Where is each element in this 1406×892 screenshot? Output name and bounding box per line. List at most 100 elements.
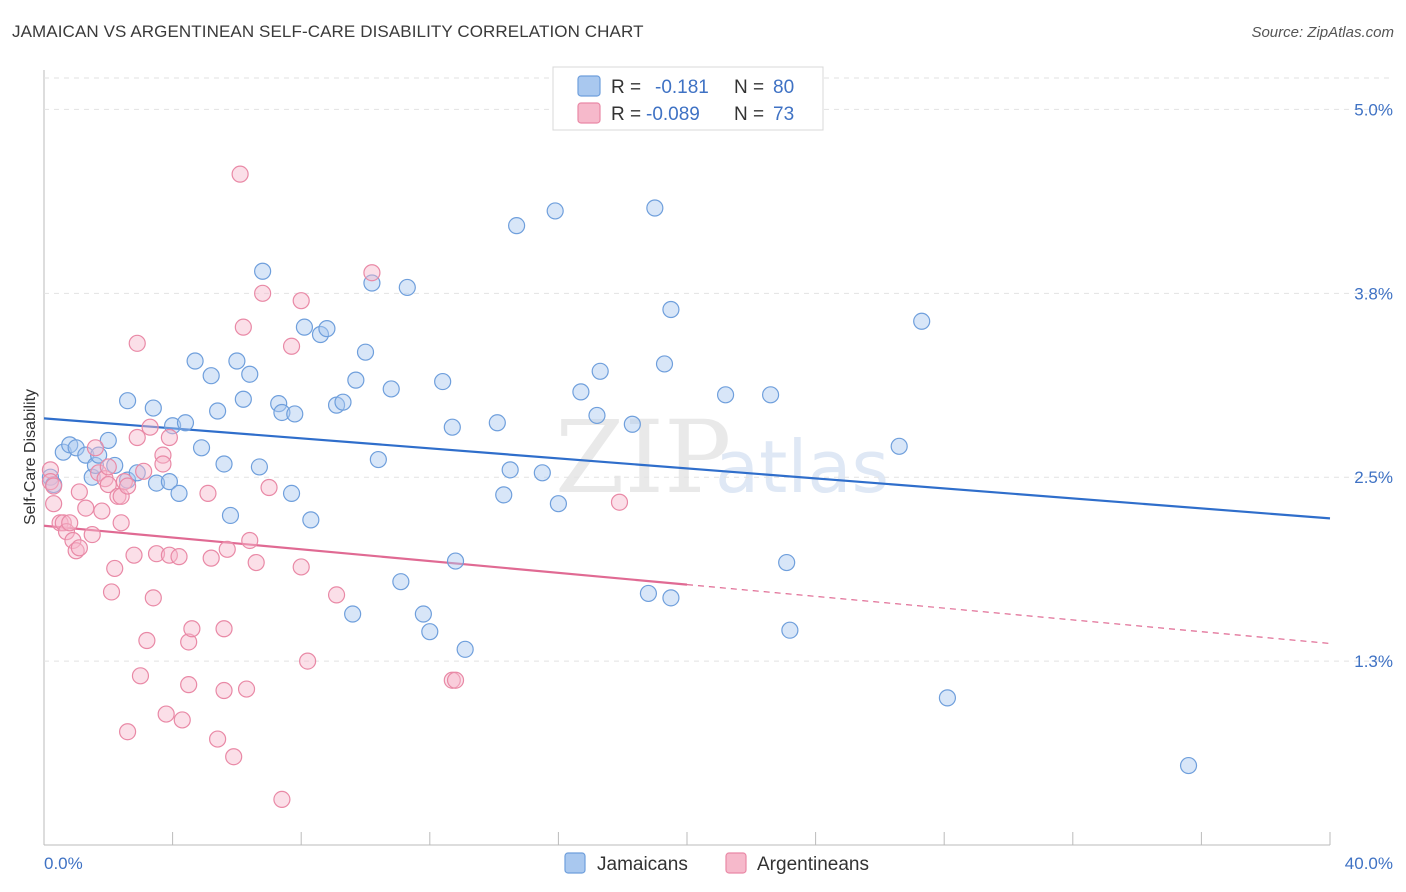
point-argentineans [83,525,101,544]
point-argentineans [154,455,172,473]
point-argentineans [86,439,105,457]
point-jamaicans [662,589,680,607]
point-jamaicans [99,431,117,450]
legend-r-value-jamaicans: -0.181 [655,77,709,98]
point-argentineans [147,545,166,563]
point-jamaicans [456,640,474,658]
point-argentineans [41,461,60,479]
point-argentineans [128,428,146,447]
point-argentineans [57,523,76,541]
legend-n-value-argentineans: 73 [773,104,794,125]
point-jamaicans [221,506,240,525]
point-argentineans [112,514,130,532]
point-jamaicans [398,278,416,297]
point-argentineans [218,540,236,558]
point-jamaicans [228,352,246,370]
point-jamaicans [890,437,908,455]
point-jamaicans [549,495,568,513]
watermark-zip: ZIP [555,399,731,516]
point-jamaicans [572,383,590,401]
point-jamaicans [295,318,314,336]
bottom-legend-swatch-jamaicans [564,852,586,874]
point-jamaicans [286,405,304,423]
trend-line-jamaicans [43,417,1331,520]
trend-line-extension-argentineans [686,584,1331,645]
bottom-legend-swatch-argentineans [725,852,747,874]
point-argentineans [363,264,381,282]
legend-swatch-jamaicans [577,75,601,97]
point-argentineans [237,680,256,698]
point-jamaicans [344,605,362,623]
bottom-legend-argentineans: Argentineans [757,854,869,875]
point-argentineans [45,477,63,495]
point-argentineans [70,483,88,501]
legend-n-label-jamaicans: N = [734,77,764,98]
point-argentineans [128,334,146,352]
point-argentineans [90,464,108,482]
point-jamaicans [392,573,410,591]
point-jamaicans [241,365,259,383]
point-jamaicans [273,403,291,422]
x-tick-label-min: 0.0% [44,854,83,873]
point-argentineans [118,477,137,495]
point-argentineans [231,165,249,183]
legend-r-value-argentineans: -0.089 [646,104,700,125]
trend-lines [43,417,1331,645]
point-jamaicans [623,415,641,433]
point-argentineans [144,589,162,607]
point-jamaicans [434,372,452,391]
point-argentineans [93,502,111,520]
point-jamaicans [761,386,780,404]
point-jamaicans [250,458,269,476]
point-argentineans [45,495,63,513]
point-jamaicans [202,367,220,385]
point-jamaicans [347,371,365,389]
point-jamaicans [192,439,211,457]
point-argentineans [446,671,465,689]
point-argentineans [77,499,95,517]
point-jamaicans [662,300,680,319]
point-argentineans [138,631,156,650]
point-argentineans [67,542,85,560]
legend-swatch-argentineans [577,102,601,124]
point-jamaicans [414,605,432,623]
point-jamaicans [144,399,162,417]
point-jamaicans [334,393,352,411]
legend-r-label-jamaicans: R = [611,77,641,98]
point-jamaicans [778,553,796,572]
point-jamaicans [646,199,664,217]
point-argentineans [273,790,291,808]
chart-title: JAMAICAN VS ARGENTINEAN SELF-CARE DISABI… [12,22,644,41]
point-jamaicans [382,380,400,398]
y-tick-label: 2.5% [1354,468,1393,487]
point-jamaicans [716,386,735,404]
point-argentineans [157,705,175,723]
point-jamaicans [1179,756,1198,775]
point-argentineans [327,586,346,604]
point-jamaicans [215,455,233,473]
point-jamaicans [170,484,188,502]
legend: R = -0.181 N = 80 R = -0.089 N = 73 [552,66,824,131]
point-jamaicans [311,325,330,344]
point-argentineans [241,531,259,550]
point-jamaicans [302,511,320,529]
point-jamaicans [160,473,178,491]
point-argentineans [299,652,317,670]
watermark-atlas: atlas [715,425,889,509]
point-jamaicans [234,390,252,408]
point-argentineans [199,484,217,502]
point-argentineans [131,667,150,685]
point-jamaicans [209,402,227,420]
point-jamaicans [913,312,931,330]
point-argentineans [215,681,233,700]
bottom-legend: Jamaicans Argentineans [564,852,869,875]
point-jamaicans [118,392,137,410]
legend-n-label-argentineans: N = [734,104,764,125]
x-tick-label-max: 40.0% [1345,854,1393,873]
trend-line-argentineans [43,524,688,586]
point-jamaicans [356,343,375,361]
point-argentineans [70,539,88,557]
point-argentineans [292,558,310,576]
point-jamaicans [147,474,166,492]
point-jamaicans [546,202,564,220]
